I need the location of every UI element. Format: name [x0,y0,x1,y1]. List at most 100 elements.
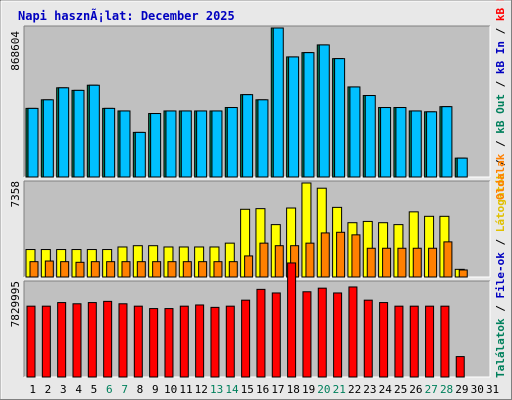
bar-pages-day-29 [458,269,468,278]
bar-files-day-12 [196,110,208,178]
x-tick-day-23: 23 [363,383,376,396]
legend-item: / [494,299,507,319]
bar-files-day-5 [88,84,100,178]
y-max-label-top: 868604 [9,31,22,71]
bar-pages-day-21 [336,231,346,278]
bar-kbytes-day-23 [363,299,373,378]
bar-kbytes-day-7 [118,303,128,378]
bar-kbytes-day-19 [302,291,312,378]
bar-pages-day-5 [90,261,100,278]
bar-files-day-25 [395,107,407,178]
bar-files-day-29 [456,157,468,178]
panel-kbytes [23,262,491,378]
x-tick-day-30: 30 [471,383,484,396]
bar-pages-day-3 [60,261,70,278]
bar-files-day-21 [334,58,346,178]
bar-files-day-18 [288,56,300,178]
chart-title: Napi hasznÃ¡lat: December 2025 [18,8,235,23]
bar-kbytes-day-17 [271,292,281,378]
bar-pages-day-17 [274,245,284,278]
x-tick-day-9: 9 [152,383,159,396]
bar-pages-day-22 [351,234,361,278]
bar-kbytes-day-28 [440,305,450,378]
bar-files-day-19 [303,52,315,178]
x-tick-day-26: 26 [409,383,422,396]
bar-files-day-22 [349,86,361,178]
bar-kbytes-day-3 [57,302,67,378]
x-tick-day-6: 6 [106,383,113,396]
bar-pages-day-12 [198,261,208,278]
bar-files-day-23 [364,95,376,178]
x-tick-day-22: 22 [348,383,361,396]
x-tick-day-18: 18 [287,383,300,396]
x-tick-day-14: 14 [225,383,239,396]
bar-files-day-28 [441,106,453,178]
bar-pages-day-16 [259,242,269,278]
bar-files-day-8 [134,131,146,178]
bar-kbytes-day-27 [425,305,435,378]
legend-item: kB F [494,0,507,21]
bar-files-day-15 [242,94,254,178]
legend-item: / [494,159,507,173]
x-tick-day-15: 15 [241,383,254,396]
y-max-label-middle: 7358 [9,181,22,208]
x-tick-day-1: 1 [29,383,36,396]
x-tick-day-29: 29 [455,383,468,396]
bar-kbytes-day-12 [195,304,205,378]
bar-kbytes-day-22 [348,286,358,378]
legend-item: / [494,74,507,94]
bar-files-day-17 [272,27,284,178]
legend-item: / [494,232,507,252]
x-tick-day-28: 28 [440,383,453,396]
bar-pages-day-28 [443,241,453,278]
bar-kbytes-day-21 [333,292,343,378]
bar-kbytes-day-11 [179,305,189,378]
bar-kbytes-day-14 [225,305,235,378]
bar-pages-day-7 [121,261,131,278]
legend-item: kB Out [494,94,507,134]
bar-pages-day-9 [152,261,162,278]
x-tick-day-8: 8 [137,383,144,396]
bar-pages-day-23 [366,247,376,278]
bar-pages-day-19 [305,242,315,278]
bar-kbytes-day-6 [103,300,113,378]
legend-item: / [494,134,507,154]
bar-pages-day-11 [182,261,192,278]
bar-kbytes-day-5 [87,302,97,378]
panel-hits-files [23,25,491,178]
bar-pages-day-27 [428,247,438,278]
bar-kbytes-day-15 [241,299,251,378]
x-tick-day-27: 27 [425,383,438,396]
x-tick-day-7: 7 [121,383,128,396]
legend-line-1: Találatok / File-ok / Látogatók / [494,159,507,378]
bar-pages-day-26 [412,247,422,278]
y-max-label-bottom: 7829995 [9,281,22,327]
bar-pages-day-4 [75,261,85,278]
legend-item: Látogatók [494,172,507,232]
bar-kbytes-day-25 [394,305,404,378]
x-tick-day-21: 21 [333,383,346,396]
bar-pages-day-24 [382,247,392,278]
legend-item: File-ok [494,252,507,299]
bar-files-day-3 [58,87,70,178]
x-tick-day-25: 25 [394,383,407,396]
x-axis-day-labels: 1 2 3 4 5 6 7 8 9 10 11 12 13 14 15 16 17 18 19 20 21 22 23 24 2… [29,383,499,396]
bar-files-day-27 [426,111,438,178]
x-tick-day-11: 11 [179,383,192,396]
bar-pages-day-1 [29,261,39,278]
x-tick-day-13: 13 [210,383,223,396]
bar-pages-day-15 [244,255,254,278]
x-tick-day-2: 2 [45,383,52,396]
bar-kbytes-day-1 [26,305,36,378]
bar-kbytes-day-26 [409,305,419,378]
legend-line-2: Oldalak / kB Out / kB In / kB F [494,0,507,200]
bar-files-day-14 [226,107,238,178]
legend-item: kB In [494,41,507,74]
bar-kbytes-day-20 [317,287,327,378]
bar-files-day-4 [73,89,85,178]
bar-kbytes-day-2 [41,305,51,378]
bar-files-day-26 [410,110,422,178]
bar-pages-day-14 [228,261,238,278]
